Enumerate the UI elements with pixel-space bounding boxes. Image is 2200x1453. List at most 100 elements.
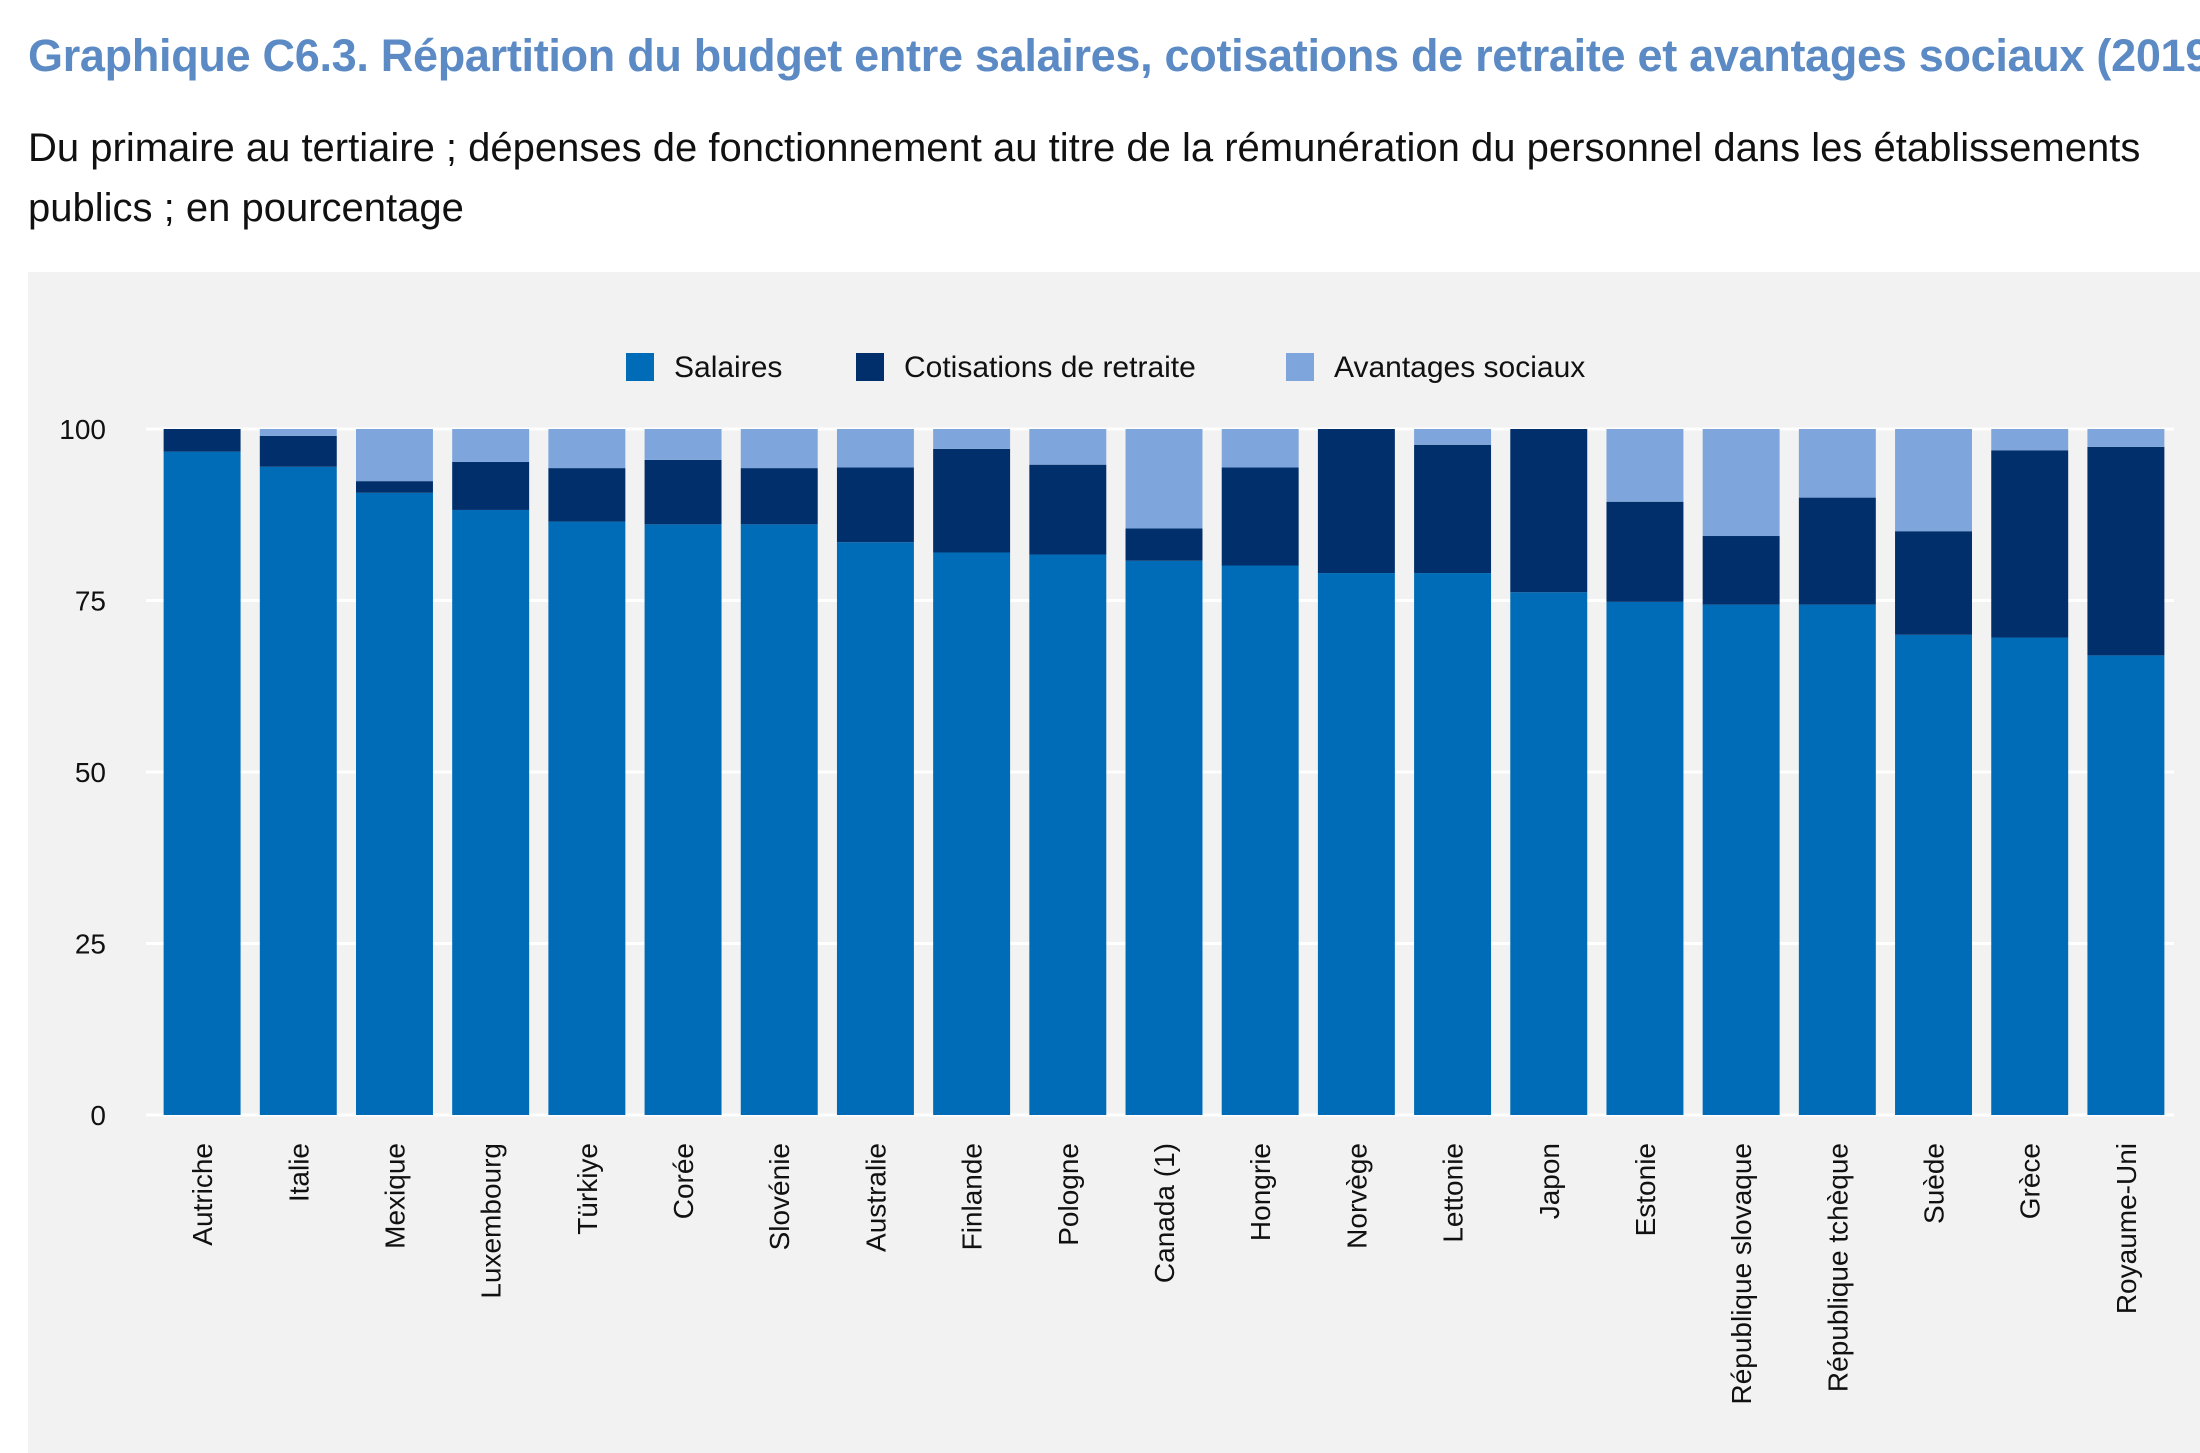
chart-subtitle: Du primaire au tertiaire ; dépenses de f… [28, 126, 2141, 230]
bar-avantages-sociaux [1895, 429, 1972, 532]
legend: Salaires Cotisations de retraite Avantages… [626, 351, 1585, 384]
bar-salaires [1895, 634, 1972, 1115]
x-tick-label: Italie [283, 1143, 314, 1202]
bar-avantages-sociaux [1798, 429, 1876, 498]
bar-avantages-sociaux [1702, 429, 1780, 537]
x-tick-label: République slovaque [1726, 1143, 1757, 1405]
x-tick-label: Australie [860, 1143, 891, 1252]
bar-avantages-sociaux [1414, 429, 1492, 445]
bar-salaires [1510, 592, 1588, 1115]
x-tick-label: Grèce [2015, 1143, 2046, 1219]
bar-avantages-sociaux [259, 429, 337, 436]
x-tick-label: Slovénie [764, 1143, 795, 1250]
bar-cotisations-de-retraite [1895, 531, 1972, 635]
bar-cotisations-de-retraite [1702, 536, 1780, 605]
x-tick-label: Finlande [957, 1143, 988, 1250]
bar-avantages-sociaux [548, 429, 626, 469]
bar-salaires [933, 552, 1011, 1115]
x-tick-label: Japon [1534, 1143, 1565, 1219]
bar-cotisations-de-retraite [1221, 467, 1299, 566]
bar-cotisations-de-retraite [1317, 429, 1395, 574]
bar-avantages-sociaux [836, 429, 914, 468]
bar-salaires [356, 492, 433, 1116]
bar-cotisations-de-retraite [1510, 429, 1588, 593]
legend-label-cotisations-de-retraite: Cotisations de retraite [904, 351, 1196, 384]
bar-avantages-sociaux [1029, 429, 1107, 465]
bar-avantages-sociaux [740, 429, 818, 469]
y-axis-ticks: 0 25 50 75 100 [59, 414, 106, 1131]
bar-cotisations-de-retraite [1414, 444, 1492, 574]
bar-salaires [548, 521, 626, 1115]
bar-cotisations-de-retraite [2087, 446, 2165, 656]
bar-salaires [259, 466, 337, 1115]
x-axis-ticks: Autriche Italie Mexique Luxembourg Türkiye Co… [187, 1143, 2142, 1405]
bar-cotisations-de-retraite [1029, 464, 1107, 555]
x-tick-label: Norvège [1341, 1143, 1372, 1249]
bar-salaires [740, 524, 818, 1115]
x-tick-label: Pologne [1053, 1143, 1084, 1246]
bar-avantages-sociaux [1606, 429, 1684, 502]
bar-cotisations-de-retraite [933, 448, 1011, 553]
bar-salaires [1702, 604, 1780, 1115]
bar-salaires [644, 524, 722, 1115]
bar-avantages-sociaux [1221, 429, 1299, 468]
bar-avantages-sociaux [2087, 429, 2165, 447]
x-tick-label: Royaume-Uni [2111, 1143, 2142, 1314]
bar-avantages-sociaux [356, 429, 433, 482]
bars [163, 429, 2165, 1116]
x-tick-label: Autriche [187, 1143, 218, 1246]
y-tick-label: 100 [59, 414, 106, 445]
bar-salaires [1317, 573, 1395, 1115]
bar-salaires [836, 542, 914, 1115]
bar-salaires [1798, 604, 1876, 1115]
bar-salaires [1606, 601, 1684, 1115]
stacked-bar-chart: 0 25 50 75 100 Autriche Italie Mexique Luxembou… [59, 351, 2174, 1405]
chart-title: Graphique C6.3. Répartition du budget en… [28, 30, 2200, 81]
chart-panel: 0 25 50 75 100 Autriche Italie Mexique Luxembou… [28, 272, 2200, 1453]
bar-salaires [1991, 637, 2069, 1115]
bar-avantages-sociaux [1125, 429, 1203, 529]
y-tick-label: 50 [75, 757, 106, 788]
y-tick-label: 25 [75, 929, 106, 960]
bar-cotisations-de-retraite [259, 435, 337, 467]
bar-cotisations-de-retraite [1125, 528, 1203, 561]
x-tick-label: Corée [668, 1143, 699, 1219]
bar-cotisations-de-retraite [836, 467, 914, 543]
bar-cotisations-de-retraite [452, 461, 530, 510]
x-tick-label: Luxembourg [476, 1143, 507, 1299]
bar-cotisations-de-retraite [1606, 501, 1684, 602]
legend-label-avantages-sociaux: Avantages sociaux [1334, 351, 1585, 384]
bar-cotisations-de-retraite [548, 468, 626, 522]
x-tick-label: Mexique [379, 1143, 410, 1249]
bar-salaires [1029, 554, 1107, 1115]
bar-cotisations-de-retraite [1798, 497, 1876, 605]
legend-swatch-salaires [626, 353, 654, 381]
bar-salaires [1221, 565, 1299, 1115]
legend-swatch-cotisations-de-retraite [856, 353, 884, 381]
bar-cotisations-de-retraite [356, 481, 433, 493]
x-tick-label: Türkiye [572, 1143, 603, 1235]
bar-salaires [163, 451, 241, 1115]
bar-avantages-sociaux [1991, 429, 2069, 451]
bar-salaires [1414, 573, 1492, 1115]
x-tick-label: Lettonie [1438, 1143, 1469, 1243]
bar-salaires [2087, 655, 2165, 1115]
bar-avantages-sociaux [644, 429, 722, 460]
legend-swatch-avantages-sociaux [1286, 353, 1314, 381]
bar-cotisations-de-retraite [644, 459, 722, 525]
bar-cotisations-de-retraite [163, 429, 241, 452]
x-tick-label: Suède [1919, 1143, 1950, 1224]
x-tick-label: Canada (1) [1149, 1143, 1180, 1283]
bar-cotisations-de-retraite [1991, 450, 2069, 638]
bar-avantages-sociaux [452, 429, 530, 462]
x-tick-label: Hongrie [1245, 1143, 1276, 1241]
x-tick-label: Estonie [1630, 1143, 1661, 1236]
bar-salaires [452, 509, 530, 1115]
y-tick-label: 75 [75, 586, 106, 617]
y-tick-label: 0 [90, 1100, 106, 1131]
legend-label-salaires: Salaires [674, 351, 782, 384]
bar-salaires [1125, 560, 1203, 1115]
bar-cotisations-de-retraite [740, 468, 818, 525]
x-tick-label: République tchèque [1822, 1143, 1853, 1392]
bar-avantages-sociaux [933, 429, 1011, 449]
